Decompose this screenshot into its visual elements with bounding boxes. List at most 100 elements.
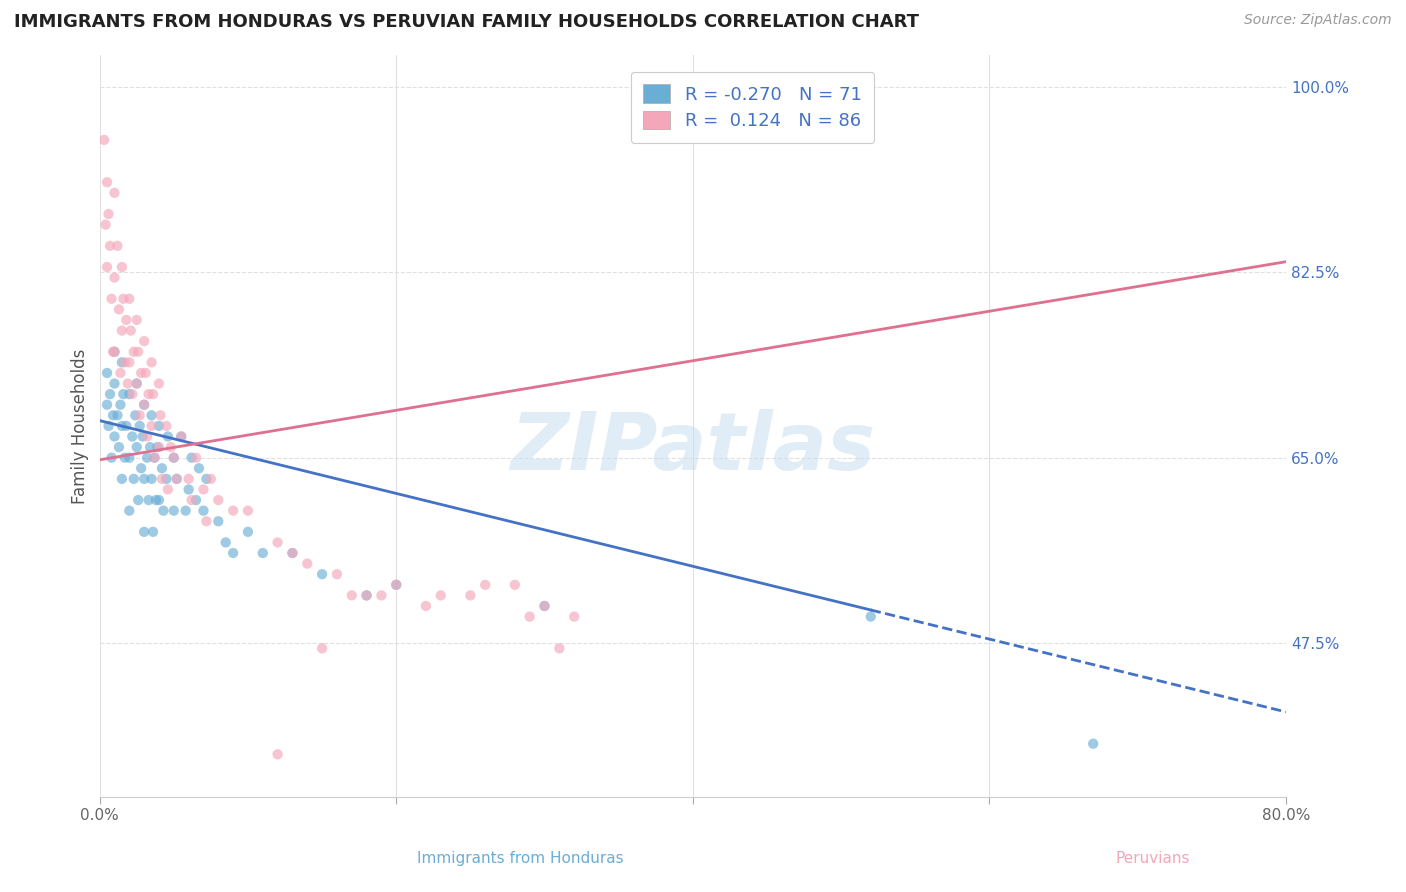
Point	[97, 207, 120, 221]
Point	[134, 398, 156, 412]
Point	[111, 472, 134, 486]
Point	[141, 418, 163, 433]
Point	[156, 429, 179, 443]
Point	[236, 524, 259, 539]
Point	[134, 472, 156, 486]
Point	[128, 409, 150, 423]
Point	[96, 175, 118, 189]
Point	[115, 313, 138, 327]
Point	[111, 324, 134, 338]
Point	[148, 418, 170, 433]
Point	[207, 514, 229, 528]
Point	[207, 493, 229, 508]
Point	[180, 450, 202, 465]
Point	[121, 387, 143, 401]
Point	[108, 302, 131, 317]
Point	[121, 429, 143, 443]
Point	[311, 641, 333, 656]
Point	[152, 503, 174, 517]
Point	[297, 557, 319, 571]
Point	[103, 344, 125, 359]
Point	[103, 344, 125, 359]
Point	[148, 493, 170, 508]
Point	[177, 483, 200, 497]
Point	[193, 503, 215, 517]
Point	[474, 578, 496, 592]
Point	[184, 493, 207, 508]
Point	[141, 355, 163, 369]
Point	[311, 567, 333, 582]
Point	[340, 588, 363, 602]
Point	[385, 578, 408, 592]
Point	[533, 599, 555, 613]
Point	[122, 472, 145, 486]
Point	[370, 588, 392, 602]
Text: IMMIGRANTS FROM HONDURAS VS PERUVIAN FAMILY HOUSEHOLDS CORRELATION CHART: IMMIGRANTS FROM HONDURAS VS PERUVIAN FAM…	[14, 13, 920, 31]
Point	[163, 503, 186, 517]
Text: Immigrants from Honduras: Immigrants from Honduras	[418, 852, 623, 866]
Point	[125, 313, 148, 327]
Point	[150, 461, 173, 475]
Point	[93, 133, 115, 147]
Point	[170, 429, 193, 443]
Point	[125, 376, 148, 391]
Point	[107, 409, 129, 423]
Y-axis label: Family Households: Family Households	[72, 348, 89, 504]
Point	[112, 387, 135, 401]
Point	[143, 450, 166, 465]
Point	[124, 409, 146, 423]
Point	[266, 747, 288, 762]
Point	[326, 567, 349, 582]
Point	[143, 450, 166, 465]
Point	[136, 429, 159, 443]
Point	[252, 546, 274, 560]
Point	[429, 588, 451, 602]
Point	[135, 366, 157, 380]
Point	[266, 535, 288, 549]
Point	[138, 493, 160, 508]
Point	[114, 355, 136, 369]
Point	[177, 472, 200, 486]
Point	[118, 355, 141, 369]
Point	[118, 503, 141, 517]
Point	[134, 334, 156, 348]
Point	[118, 292, 141, 306]
Point	[107, 239, 129, 253]
Point	[127, 493, 149, 508]
Point	[139, 440, 162, 454]
Point	[128, 418, 150, 433]
Point	[131, 429, 153, 443]
Point	[193, 483, 215, 497]
Point	[114, 450, 136, 465]
Point	[141, 409, 163, 423]
Point	[148, 440, 170, 454]
Point	[112, 292, 135, 306]
Point	[215, 535, 238, 549]
Point	[117, 376, 139, 391]
Point	[142, 524, 165, 539]
Point	[134, 524, 156, 539]
Point	[108, 440, 131, 454]
Point	[118, 450, 141, 465]
Point	[281, 546, 304, 560]
Point	[195, 472, 218, 486]
Point	[98, 387, 121, 401]
Point	[115, 418, 138, 433]
Point	[222, 503, 245, 517]
Point	[141, 472, 163, 486]
Point	[385, 578, 408, 592]
Point	[100, 450, 122, 465]
Point	[163, 450, 186, 465]
Point	[142, 387, 165, 401]
Point	[148, 376, 170, 391]
Point	[111, 260, 134, 274]
Point	[136, 450, 159, 465]
Point	[110, 366, 132, 380]
Point	[111, 418, 134, 433]
Point	[1083, 737, 1105, 751]
Point	[103, 376, 125, 391]
Point	[548, 641, 571, 656]
Text: ZIPatlas: ZIPatlas	[510, 409, 876, 487]
Text: Source: ZipAtlas.com: Source: ZipAtlas.com	[1244, 13, 1392, 28]
Point	[166, 472, 188, 486]
